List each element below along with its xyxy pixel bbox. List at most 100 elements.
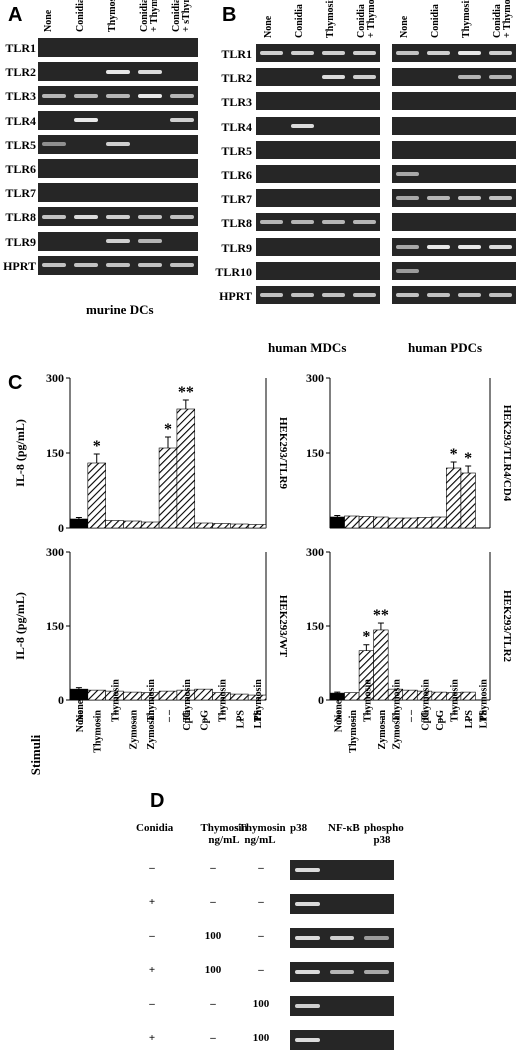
bar [344,692,360,701]
x-label-row1: CpG [200,710,211,731]
x-label-row2: – [377,716,388,723]
panel-d-conidia-value: + [148,1032,156,1044]
panel-b-mdc-gel-row [256,165,380,183]
gel-band [106,93,130,98]
panel-b-mdc-gel-row [256,44,380,62]
gel-band [170,118,194,123]
x-label-row2: Thymosin [391,679,402,722]
gel-band [329,936,355,940]
bar [230,523,249,529]
bar [87,689,106,701]
chart-hek293-tlr4-cd4: 300 150 * * HEK293/TLR4/CD4 [306,371,513,529]
panel-b-pdc-gel-row [392,116,516,135]
panel-d-header-conidia: Conidia [136,822,174,834]
panel-d-header-nfkb: NF-κB [328,822,360,834]
panel-b-caption-pdc: human PDCs [408,340,483,355]
gel-band [489,51,512,55]
panel-b-row-label: TLR7 [221,192,252,207]
significance-mark: * [450,446,458,463]
significance-mark: * [362,629,370,646]
y-tick-label: 300 [46,371,64,385]
gel-band [260,293,283,297]
gel-band [396,172,419,176]
panel-a-column-label: Conidia+ Thymosin α 1 [139,0,160,32]
gel-band [396,51,419,55]
subplot-label: HEK293/TLR2 [501,590,513,663]
panel-b-row-label: TLR6 [221,168,252,182]
gel-band [364,970,390,974]
panel-a-gel-row [38,231,198,251]
panel-a-row-label: TLR6 [5,162,36,176]
panel-b-pdc-gel-row [392,140,516,159]
panel-a-row-label: TLR4 [5,113,36,128]
gel-band [291,220,314,225]
x-label-row1: CpG [435,710,446,731]
bar [402,517,418,529]
bar [123,520,142,529]
x-label-row1: Zymosan [146,710,157,750]
chart-hek293-wt: 300 150 0 IL-8 (pg/mL) HEK293/WT [13,545,289,707]
panel-d-gel-row [290,1030,394,1050]
panel-a-column-label: Conidia+ sThymosin α 1 [171,0,192,32]
bar [431,691,447,701]
gel-band [260,220,283,225]
panel-d-header-sthymosin: sThymosin ng/mL [234,822,286,846]
bar [247,694,267,701]
gel-band [294,970,320,974]
panel-c-letter: C [8,372,23,394]
panel-a-row-label: TLR1 [5,41,36,55]
gel-band [42,93,66,98]
gel-band [396,293,419,297]
x-label-row1: Zymosan [128,710,139,750]
panel-b-pdc-gel-row [392,68,516,87]
panel-d-conidia-value: – [149,862,155,874]
bar [212,523,231,529]
gel-band [322,293,345,297]
panel-b-row-label: TLR8 [221,216,252,231]
panel-b-pdc-gel-row [392,44,516,62]
gel-band [353,220,376,225]
gel-band [353,293,376,297]
panel-d-conidia-value: – [149,930,155,942]
x-label-row2: Thymosin [217,679,228,722]
panel-b-pdc-gel-row [392,237,516,256]
x-label-row1: – [362,709,373,716]
panel-d-header-thymosin: Thymosin ng/mL [200,822,248,846]
gel-band [294,1004,320,1008]
y-tick-label: 0 [58,693,64,707]
panel-b-pdc-gel-row [392,165,516,183]
panel-b-mdc-gel-row [256,116,380,135]
gel-band [458,51,481,55]
bar [158,447,178,529]
gel-band [458,293,481,297]
panel-b-mdc-gel-row [256,68,380,87]
x-label-row2: – [235,716,246,723]
significance-mark: * [164,421,172,438]
gel-band [427,196,450,201]
gel-band [489,75,512,80]
panel-d-thymosin-value: 100 [204,930,222,942]
x-label-row2: – [348,716,359,723]
gel-band [322,220,345,225]
panel-b-row-label: TLR2 [221,71,252,86]
x-label-row1: Zymosan [391,710,402,750]
bar [373,516,389,529]
bar [329,692,345,701]
gel-band [42,214,66,219]
panel-a-column-label: None [43,9,54,32]
panel-d-thymosin-value: – [210,1032,216,1044]
panel-b-caption-mdc: human MDCs [268,340,347,355]
gel-band [106,214,130,219]
panel-d-gel-row [290,860,394,880]
panel-b-row-label: TLR1 [221,47,252,61]
bar [87,462,106,529]
bar [176,408,196,529]
gel-band [427,293,450,297]
panel-a-row-label: TLR8 [5,210,36,225]
x-label-row1: – [111,709,122,716]
panel-d-conidia-value: + [148,896,156,908]
x-label-row2: – [200,716,211,723]
y-axis-label: IL-8 (pg/mL) [13,419,27,487]
panel-b-row-label: HPRT [219,289,252,303]
